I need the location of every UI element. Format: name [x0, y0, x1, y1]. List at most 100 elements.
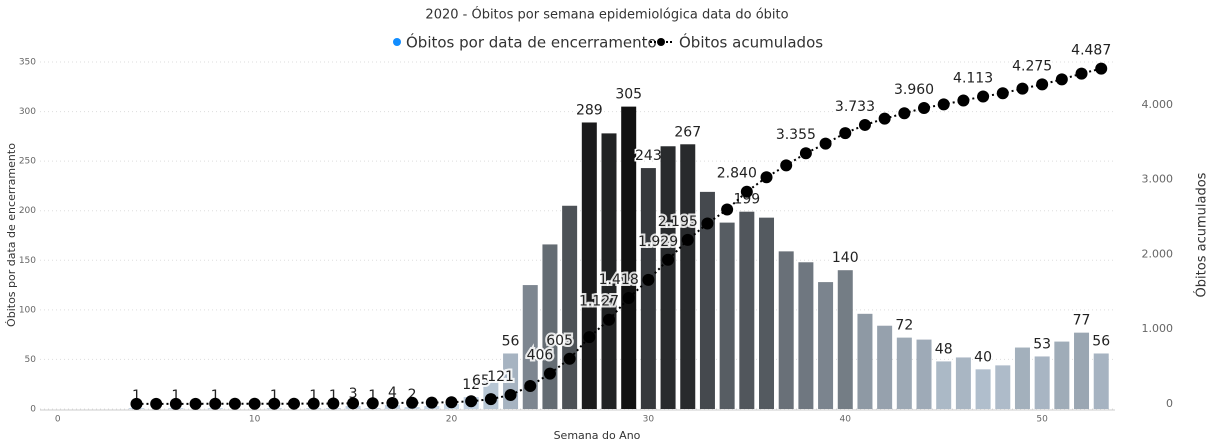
bar: [877, 325, 893, 409]
line-marker: [150, 397, 163, 410]
line-marker: [268, 397, 281, 410]
data-label: 4.487: [1071, 43, 1111, 59]
data-label: 289: [576, 102, 603, 118]
line-marker: [740, 185, 753, 198]
data-label: 1.127: [579, 294, 619, 310]
data-label: 1: [270, 388, 279, 404]
data-label: 1: [309, 388, 318, 404]
y-axis-label: Óbitos por data de encerramento: [5, 143, 18, 327]
line-marker: [1055, 73, 1068, 86]
line-marker: [347, 397, 360, 410]
data-label: 4.113: [953, 71, 993, 87]
data-label: 4.275: [1012, 58, 1052, 74]
bar: [1093, 353, 1109, 409]
data-label: 305: [615, 87, 642, 103]
bar: [660, 146, 676, 409]
line-marker: [977, 90, 990, 103]
y-tick-label: 350: [19, 58, 36, 68]
bar: [857, 313, 873, 409]
y-tick-label: 100: [19, 305, 36, 315]
line-marker: [839, 127, 852, 140]
line-marker: [937, 98, 950, 111]
line-marker: [169, 397, 182, 410]
y-tick-label: 250: [19, 157, 36, 167]
bar: [739, 211, 755, 409]
data-label: 53: [1033, 336, 1051, 352]
x-tick-label: 40: [840, 415, 852, 425]
bar: [719, 222, 735, 409]
y-tick-label: 50: [25, 355, 37, 365]
legend-label: Óbitos acumulados: [679, 33, 823, 52]
data-label: 1.929: [638, 234, 678, 250]
line-marker: [1075, 67, 1088, 80]
line-marker: [898, 107, 911, 120]
bar: [680, 144, 696, 409]
data-label: 1.418: [599, 272, 639, 288]
bar: [542, 244, 558, 409]
data-label: 2.840: [717, 166, 757, 182]
data-label: 65: [472, 373, 490, 389]
line-marker: [327, 397, 340, 410]
data-label: 605: [546, 333, 573, 349]
data-label: 56: [502, 333, 520, 349]
line-marker: [1016, 82, 1029, 95]
line-marker: [504, 388, 517, 401]
y2-tick-label: 0: [1166, 397, 1173, 410]
bar: [1014, 347, 1030, 409]
line-marker: [819, 137, 832, 150]
line-marker: [484, 393, 497, 406]
bar: [896, 337, 912, 409]
line: [136, 67, 1102, 405]
line-marker: [248, 397, 261, 410]
line-marker: [701, 217, 714, 230]
bar: [837, 270, 853, 409]
line-marker: [563, 352, 576, 365]
line-marker: [622, 291, 635, 304]
data-label: 243: [635, 148, 662, 164]
bar: [936, 361, 952, 409]
data-label: 56: [1092, 333, 1110, 349]
x-tick-label: 20: [446, 415, 458, 425]
line-marker: [583, 331, 596, 344]
bar: [581, 122, 597, 409]
line-marker: [366, 397, 379, 410]
bar: [562, 205, 578, 409]
y-tick-label: 300: [19, 107, 36, 117]
line-marker: [543, 367, 556, 380]
line-marker: [662, 253, 675, 266]
data-label: 140: [832, 250, 859, 266]
line-marker: [465, 395, 478, 408]
data-label: 72: [895, 318, 913, 334]
data-label: 3.733: [835, 99, 875, 115]
data-label: 267: [674, 124, 701, 140]
bar: [916, 339, 932, 409]
data-label: 199: [733, 192, 760, 208]
data-label: 40: [974, 349, 992, 365]
x-tick-label: 50: [1036, 415, 1048, 425]
line-marker: [445, 396, 458, 409]
bar: [601, 133, 617, 409]
line-marker: [858, 118, 871, 131]
bar: [1054, 341, 1070, 409]
line-marker: [957, 94, 970, 107]
line-marker: [918, 101, 931, 114]
bar: [818, 282, 834, 409]
bar: [640, 168, 656, 409]
line-marker: [780, 159, 793, 172]
line-marker: [228, 397, 241, 410]
data-label: 3.960: [894, 82, 934, 98]
line-marker: [189, 397, 202, 410]
data-label: 1: [132, 388, 141, 404]
data-label: 2.195: [658, 214, 698, 230]
x-axis-label: Semana do Ano: [554, 429, 641, 442]
bar: [1034, 356, 1050, 409]
line-marker: [425, 396, 438, 409]
bar: [995, 365, 1011, 409]
y2-axis-label: Óbitos acumulados: [1194, 172, 1210, 297]
data-label: 1: [368, 388, 377, 404]
line-marker: [130, 397, 143, 410]
line-marker: [287, 397, 300, 410]
data-label: 1: [329, 388, 338, 404]
line-marker: [1036, 78, 1049, 91]
